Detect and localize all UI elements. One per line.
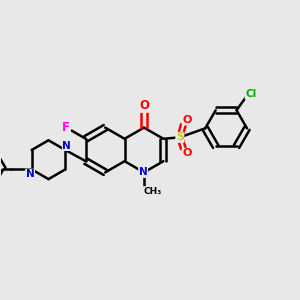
Text: N: N xyxy=(62,140,71,151)
Text: CH₃: CH₃ xyxy=(143,187,161,196)
Text: O: O xyxy=(139,99,149,112)
Text: N: N xyxy=(139,167,148,177)
Text: O: O xyxy=(182,148,192,158)
Text: O: O xyxy=(182,115,192,125)
Text: Cl: Cl xyxy=(245,89,256,99)
Text: F: F xyxy=(62,121,70,134)
Text: N: N xyxy=(26,169,34,179)
Text: S: S xyxy=(176,132,184,142)
